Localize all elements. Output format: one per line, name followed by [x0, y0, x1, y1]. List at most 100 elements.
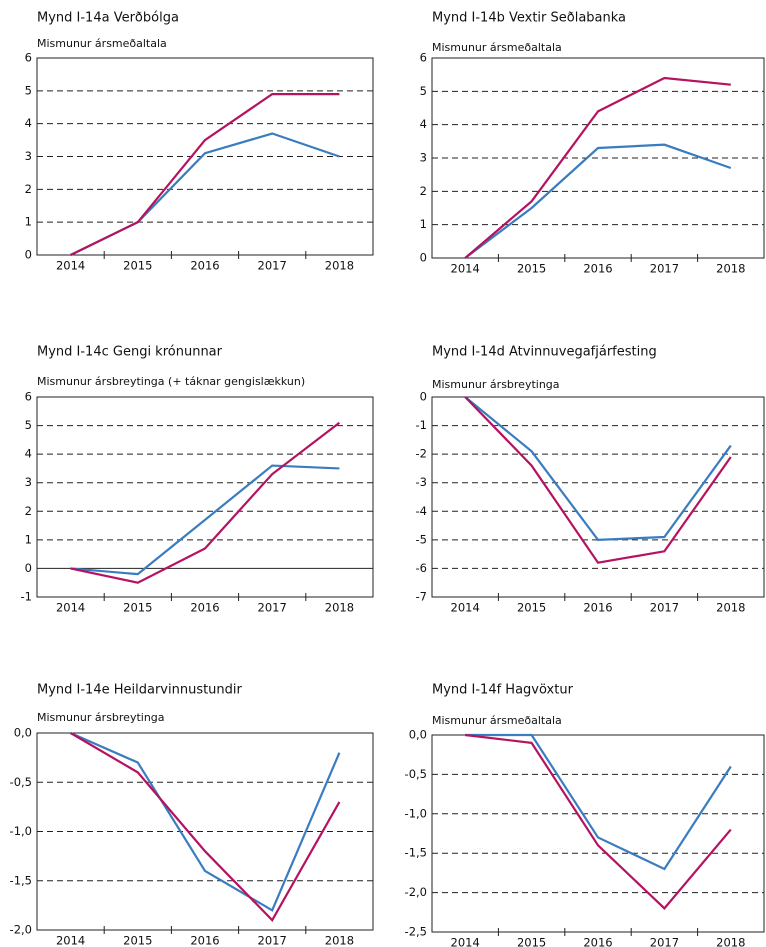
y-tick-label: 6 [420, 51, 427, 65]
y-tick-label: 0 [420, 251, 427, 265]
x-tick-label: 2017 [650, 262, 679, 276]
y-tick-label: -0,5 [10, 775, 32, 789]
y-tick-label: -2,0 [10, 923, 32, 937]
x-tick-label: 2015 [517, 936, 546, 947]
y-tick-label: -1,0 [405, 806, 427, 820]
y-tick-label: 5 [25, 83, 32, 97]
chart-title: Mynd I-14f Hagvöxtur [432, 683, 574, 698]
panel: Mynd I-14d Atvinnuvegafjárfesting Mismunu… [416, 345, 765, 615]
panel: Mynd I-14a Verðbólga Mismunur ársmeðaltal… [25, 11, 374, 273]
series-line [70, 132, 340, 256]
chart-title: Mynd I-14e Heildarvinnustundir [37, 683, 243, 698]
x-tick-label: 2015 [123, 934, 152, 947]
y-tick-label: 3 [420, 151, 427, 165]
x-tick-label: 2016 [190, 259, 219, 273]
x-tick-label: 2016 [583, 601, 612, 615]
x-tick-label: 2016 [190, 601, 219, 615]
axis-subtitle: Mismunur ársmeðaltala [432, 41, 562, 54]
y-tick-label: 6 [25, 390, 32, 404]
panel: Mynd I-14e Heildarvinnustundir Mismunur á… [10, 683, 374, 947]
chart-title: Mynd I-14d Atvinnuvegafjárfesting [432, 345, 657, 360]
y-tick-label: 1 [25, 532, 32, 546]
y-tick-label: 4 [25, 116, 32, 130]
y-tick-label: 1 [25, 215, 32, 229]
y-tick-label: 0 [420, 390, 427, 404]
y-tick-label: 0,0 [409, 728, 427, 742]
chart-title: Mynd I-14b Vextir Seðlabanka [432, 11, 626, 26]
y-tick-label: 0 [25, 561, 32, 575]
series-line [70, 93, 340, 256]
axis-subtitle: Mismunur ársbreytinga [37, 711, 165, 724]
plot-frame [431, 734, 765, 933]
x-tick-label: 2014 [56, 259, 85, 273]
y-tick-label: 4 [25, 447, 32, 461]
series-line [70, 421, 341, 584]
y-tick-label: -6 [416, 561, 427, 575]
series-line [70, 731, 341, 912]
x-tick-label: 2017 [650, 601, 679, 615]
panel: Mynd I-14f Hagvöxtur Mismunur ársmeðaltal… [405, 683, 765, 947]
plot-frame [36, 57, 374, 256]
y-tick-label: -1,0 [10, 824, 32, 838]
y-tick-label: 2 [420, 184, 427, 198]
x-tick-label: 2016 [583, 936, 612, 947]
panel: Mynd I-14c Gengi krónunnar Mismunur ársbr… [21, 345, 374, 615]
x-tick-label: 2018 [325, 934, 354, 947]
y-tick-label: 2 [25, 504, 32, 518]
y-tick-label: -7 [416, 590, 427, 604]
chart-title: Mynd I-14c Gengi krónunnar [37, 345, 223, 360]
x-tick-label: 2018 [716, 262, 745, 276]
y-tick-label: -5 [416, 532, 427, 546]
x-tick-label: 2016 [583, 262, 612, 276]
y-tick-label: -1 [21, 590, 32, 604]
series-line [464, 396, 732, 541]
y-tick-label: -2,0 [405, 885, 427, 899]
x-tick-label: 2014 [451, 601, 480, 615]
y-tick-label: -2 [416, 447, 427, 461]
x-tick-label: 2014 [56, 601, 85, 615]
series-line [465, 733, 732, 871]
x-tick-label: 2015 [123, 601, 152, 615]
series-line [464, 143, 732, 259]
y-tick-label: -4 [416, 504, 427, 518]
series-line [465, 733, 732, 910]
x-tick-label: 2018 [325, 259, 354, 273]
y-tick-label: -1 [416, 418, 427, 432]
x-tick-label: 2015 [517, 262, 546, 276]
x-tick-label: 2017 [258, 934, 287, 947]
plot-frame [36, 732, 374, 931]
y-tick-label: 0,0 [14, 726, 32, 740]
x-tick-label: 2014 [451, 936, 480, 947]
x-tick-label: 2014 [451, 262, 480, 276]
series-line [464, 76, 731, 259]
x-tick-label: 2018 [716, 601, 745, 615]
axis-subtitle: Mismunur ársmeðaltala [432, 714, 562, 727]
series-line [70, 464, 340, 576]
y-tick-label: 5 [25, 418, 32, 432]
y-tick-label: 5 [420, 84, 427, 98]
x-tick-label: 2015 [517, 601, 546, 615]
y-tick-label: 6 [25, 51, 32, 65]
x-tick-label: 2017 [650, 936, 679, 947]
y-tick-label: -2,5 [405, 925, 427, 939]
x-tick-label: 2017 [258, 259, 287, 273]
y-tick-label: -1,5 [405, 846, 427, 860]
axis-subtitle: Mismunur ársbreytinga (+ táknar gengislæ… [37, 375, 305, 388]
y-tick-label: 3 [25, 149, 32, 163]
x-tick-label: 2016 [190, 934, 219, 947]
x-tick-label: 2017 [258, 601, 287, 615]
series-line [464, 396, 732, 564]
plot-frame [431, 57, 765, 259]
y-tick-label: 4 [420, 117, 427, 131]
y-tick-label: 1 [420, 217, 427, 231]
y-tick-label: 0 [25, 248, 32, 262]
plot-frame [36, 396, 374, 598]
axis-subtitle: Mismunur ársmeðaltala [37, 37, 167, 50]
x-tick-label: 2014 [56, 934, 85, 947]
plot-frame [431, 396, 765, 598]
x-tick-label: 2015 [123, 259, 152, 273]
chart-title: Mynd I-14a Verðbólga [37, 11, 179, 26]
y-tick-label: -0,5 [405, 767, 427, 781]
x-tick-label: 2018 [716, 936, 745, 947]
